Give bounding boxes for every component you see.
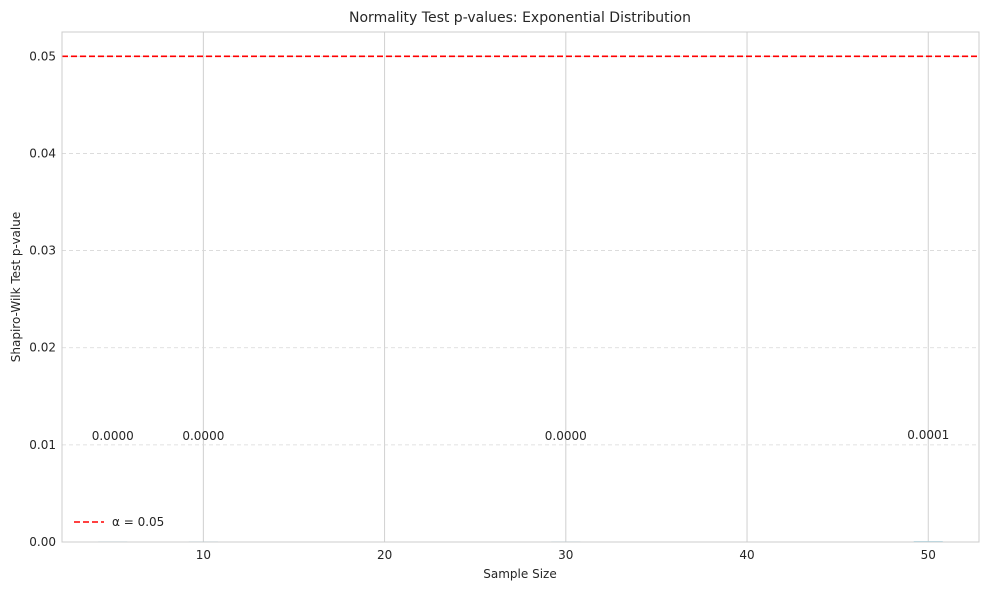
bar-value-label: 0.0001	[907, 428, 949, 442]
legend-threshold-label: α = 0.05	[112, 515, 164, 529]
bar-value-label: 0.0000	[92, 429, 134, 443]
y-tick-label: 0.04	[29, 146, 56, 160]
legend: α = 0.05	[74, 515, 164, 529]
x-tick-label: 40	[739, 548, 754, 562]
x-tick-label: 50	[921, 548, 936, 562]
x-tick-label: 20	[377, 548, 392, 562]
chart-title: Normality Test p-values: Exponential Dis…	[349, 10, 691, 26]
grid	[62, 32, 979, 542]
x-tick-label: 10	[196, 548, 211, 562]
bar-value-label: 0.0000	[182, 429, 224, 443]
bar-value-label: 0.0000	[545, 429, 587, 443]
x-axis-ticks: 10 20 30 40 50	[196, 548, 936, 562]
value-labels: 0.0000 0.0000 0.0000 0.0001	[92, 428, 950, 443]
x-tick-label: 30	[558, 548, 573, 562]
y-tick-label: 0.01	[29, 438, 56, 452]
y-axis-label: Shapiro-Wilk Test p-value	[9, 212, 23, 363]
y-tick-label: 0.00	[29, 535, 56, 549]
y-axis-ticks: 0.00 0.01 0.02 0.03 0.04 0.05	[29, 49, 56, 549]
y-tick-label: 0.05	[29, 49, 56, 63]
plot-area-frame	[61, 31, 980, 543]
y-tick-label: 0.03	[29, 244, 56, 258]
y-tick-label: 0.02	[29, 341, 56, 355]
x-axis-label: Sample Size	[483, 567, 556, 581]
